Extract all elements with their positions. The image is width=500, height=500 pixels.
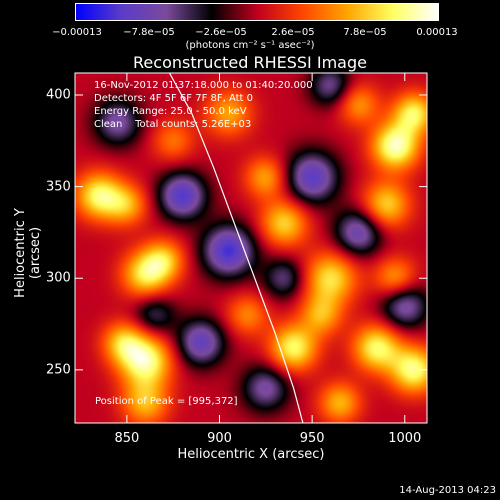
colorbar-tick: −2.6e−05 — [195, 27, 247, 38]
x-axis-label: Heliocentric X (arcsec) — [177, 447, 325, 462]
chart-title: Reconstructed RHESSI Image — [133, 53, 367, 72]
y-tick-label: 250 — [46, 362, 71, 378]
x-tick-label: 1000 — [388, 431, 422, 446]
colorbar-tick: 0.00013 — [416, 27, 458, 38]
colorbar-tick: 7.8e−05 — [343, 27, 387, 38]
heatmap-image — [75, 73, 427, 423]
y-tick-label: 400 — [46, 87, 71, 103]
y-axis-label: Heliocentric Y (arcsec) — [13, 208, 43, 298]
colorbar-tick: −0.00013 — [52, 27, 102, 38]
x-tick-label: 950 — [299, 431, 325, 446]
info-energy-range: Energy Range: 25.0 - 50.0 keV — [94, 106, 247, 117]
y-tick-label: 350 — [46, 179, 71, 195]
info-total-counts: Clean Total counts: 5.26E+03 — [94, 119, 252, 130]
x-tick-label: 900 — [207, 431, 232, 446]
colorbar-units: (photons cm⁻² s⁻¹ asec⁻²) — [185, 40, 315, 51]
solar-limb-line — [168, 72, 304, 424]
peak-position-label: Position of Peak = [995,372] — [95, 396, 238, 407]
colorbar — [75, 3, 439, 21]
colorbar-tick: 2.6e−05 — [271, 27, 315, 38]
colorbar-tick: −7.8e−05 — [123, 27, 175, 38]
y-tick-label: 300 — [46, 270, 71, 286]
footer-timestamp: 14-Aug-2013 04:23 — [399, 485, 496, 496]
x-tick-label: 850 — [114, 431, 140, 446]
info-time-range: 16-Nov-2012 01:37:18.000 to 01:40:20.000 — [94, 80, 313, 91]
plot-frame — [74, 72, 428, 424]
info-detectors: Detectors: 4F 5F 6F 7F 8F, Att 0 — [94, 93, 254, 104]
